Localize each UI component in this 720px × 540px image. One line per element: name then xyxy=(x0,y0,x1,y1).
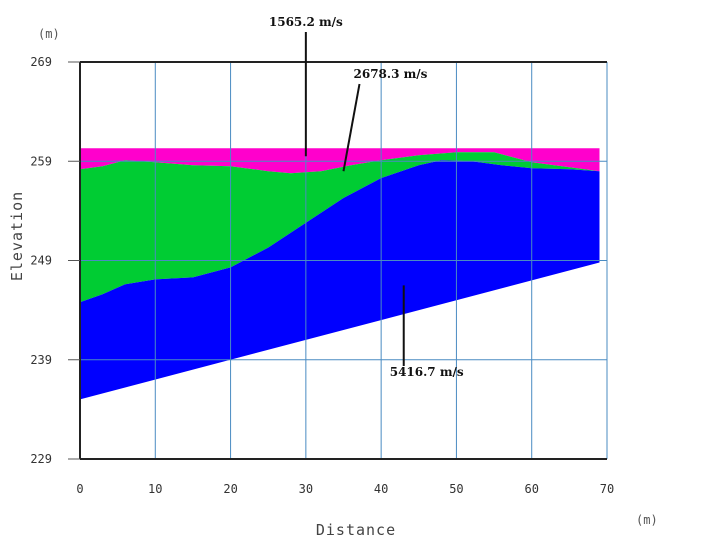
x-tick-label-4: 40 xyxy=(374,482,388,496)
y-unit-label: (m) xyxy=(38,27,60,41)
y-tick-label-2: 249 xyxy=(30,254,52,268)
tick-labels: 0 10 20 30 40 50 60 70 229 239 249 259 269 xyxy=(30,55,614,496)
x-tick-label-7: 70 xyxy=(600,482,614,496)
x-tick-label-2: 20 xyxy=(223,482,237,496)
x-unit-label: (m) xyxy=(636,513,658,527)
layer-areas xyxy=(80,148,600,400)
y-tick-label-4: 269 xyxy=(30,55,52,69)
x-axis-title: Distance xyxy=(316,521,396,539)
velocity-label-1: 2678.3 m/s xyxy=(354,67,428,81)
layer-area-3 xyxy=(80,160,600,400)
y-axis-title: Elevation xyxy=(8,191,26,281)
grid-lines xyxy=(79,61,608,460)
y-tick-label-1: 239 xyxy=(30,353,52,367)
x-tick-label-6: 60 xyxy=(524,482,538,496)
layer-area-2 xyxy=(80,152,600,303)
y-tick-label-0: 229 xyxy=(30,452,52,466)
x-tick-label-0: 0 xyxy=(76,482,83,496)
plot-frame xyxy=(68,61,607,460)
annotation-leader-1 xyxy=(342,83,361,172)
y-tick-label-3: 259 xyxy=(30,154,52,168)
velocity-label-0: 1565.2 m/s xyxy=(269,15,343,29)
x-tick-label-1: 10 xyxy=(148,482,162,496)
x-tick-label-3: 30 xyxy=(299,482,313,496)
velocity-annotations: 1565.2 m/s 2678.3 m/s 5416.7 m/s xyxy=(269,15,464,379)
velocity-label-2: 5416.7 m/s xyxy=(390,365,464,379)
x-tick-label-5: 50 xyxy=(449,482,463,496)
